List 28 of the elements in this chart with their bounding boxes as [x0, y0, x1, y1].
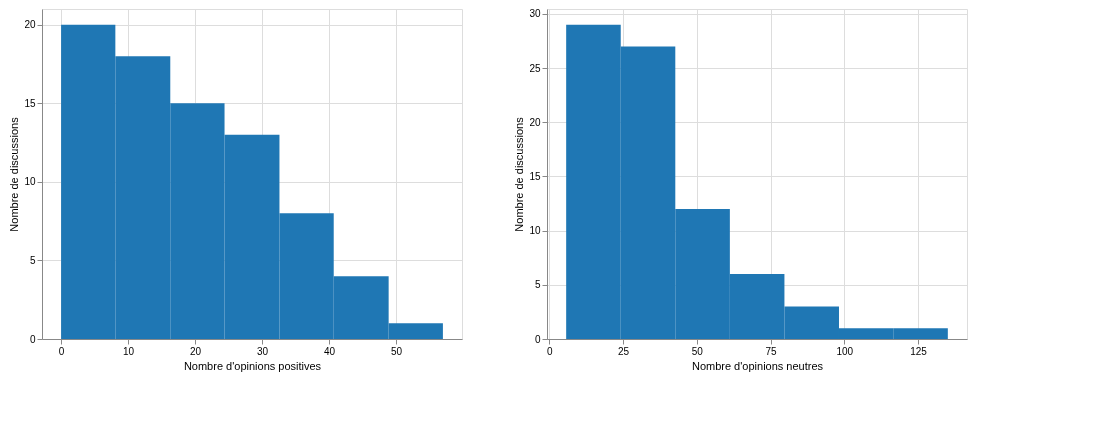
y-tick-label: 0 [29, 333, 36, 345]
y-tick-label: 15 [529, 170, 541, 182]
x-tick-label: 50 [691, 345, 704, 357]
y-tick-label: 10 [24, 176, 36, 188]
y-tick-label: 20 [529, 116, 541, 128]
y-tick-label: 0 [534, 333, 541, 345]
x-axis-title: Nombre d'opinions neutres [691, 359, 824, 372]
x-tick-label: 10 [123, 345, 135, 357]
x-tick-label: 100 [836, 345, 854, 357]
y-tick-label: 15 [24, 97, 36, 109]
y-tick-label: 5 [534, 279, 541, 291]
y-axis-title: Nombre de discussions [8, 116, 21, 232]
x-tick-label: 0 [58, 345, 65, 357]
x-tick-label: 75 [765, 345, 778, 357]
y-axis-title: Nombre de discussions [513, 116, 526, 232]
y-tick-label: 25 [529, 62, 541, 74]
x-tick-label: 0 [547, 345, 554, 357]
y-tick-label: 30 [529, 8, 541, 20]
x-tick-label: 40 [323, 345, 336, 357]
x-tick-label: 50 [390, 345, 403, 357]
y-tick-label: 20 [24, 19, 36, 31]
y-tick-label: 5 [29, 254, 36, 266]
x-axis-title: Nombre d'opinions positives [183, 359, 322, 372]
y-tick-label: 10 [529, 225, 541, 237]
x-tick-label: 25 [618, 345, 630, 357]
x-tick-label: 125 [910, 345, 928, 357]
x-tick-label: 30 [256, 345, 269, 357]
x-tick-label: 20 [190, 345, 202, 357]
